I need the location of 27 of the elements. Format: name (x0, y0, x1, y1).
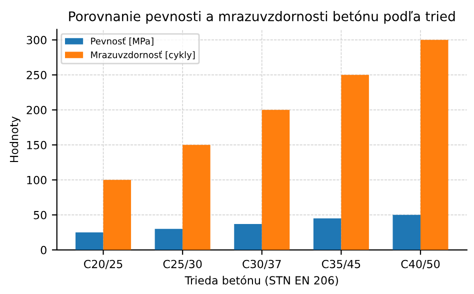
x-tick-label: C40/50 (401, 260, 440, 270)
y-tick-label: 300 (26, 36, 46, 44)
bar (392, 214, 420, 250)
legend-label: Mrazuvzdornosť [cykly] (91, 50, 195, 60)
x-tick-label: C20/25 (84, 260, 122, 270)
x-axis-title: Trieda betónu (STN EN 206) (184, 275, 338, 286)
x-tick-label: C30/37 (242, 260, 281, 270)
y-tick-label: 50 (34, 210, 46, 220)
bar (420, 40, 448, 250)
bar (234, 224, 262, 250)
chart-title: Porovnanie pevnosti a mrazuvzdornosti betónu podľa tried (69, 10, 455, 24)
bar (103, 180, 132, 250)
bar (341, 74, 369, 250)
y-tick-label: 0 (40, 246, 46, 254)
y-tick-label: 250 (26, 70, 46, 80)
bar (313, 218, 342, 250)
y-tick-label: 200 (26, 106, 46, 114)
y-tick-label: 150 (27, 140, 46, 150)
y-tick-label: 100 (27, 176, 46, 184)
bar (154, 228, 183, 250)
bar (262, 110, 290, 250)
bar (182, 144, 210, 250)
x-tick-label: C35/45 (322, 260, 360, 270)
bar (76, 232, 104, 250)
x-tick-label: C25/30 (163, 260, 202, 270)
y-axis-title: Hodnoty (10, 116, 20, 162)
legend-label: Pevnosť [MPa] (91, 37, 154, 46)
